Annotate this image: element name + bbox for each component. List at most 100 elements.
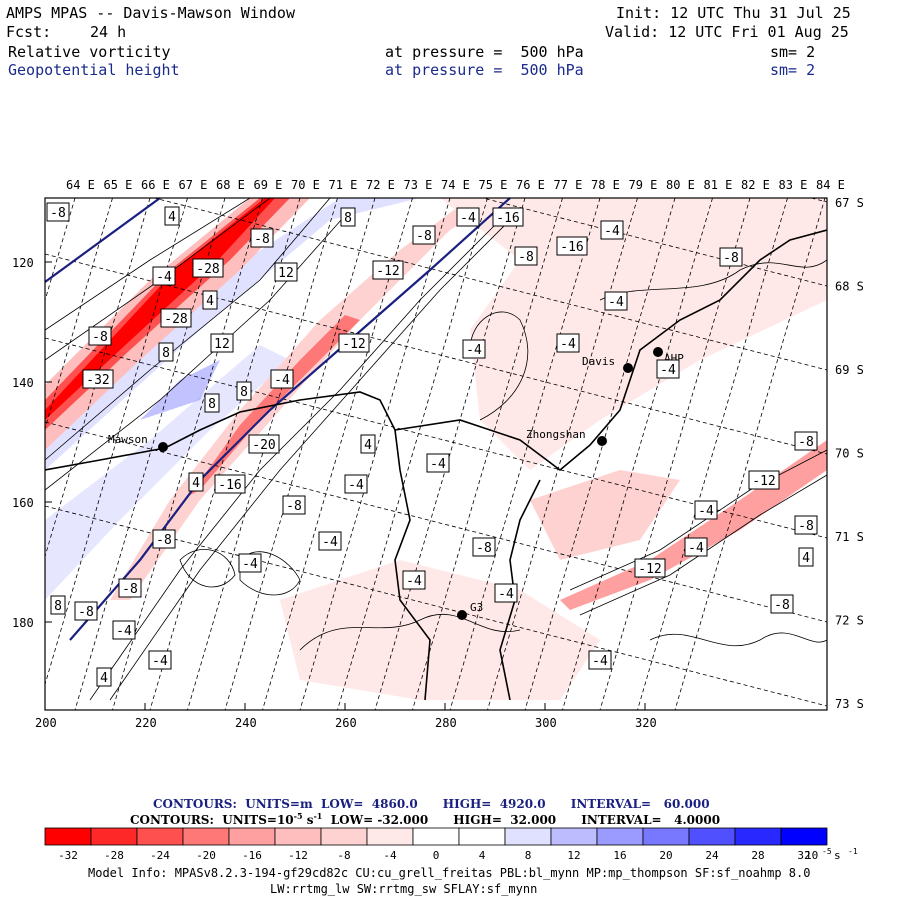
valid-time: Valid: 12 UTC Fri 01 Aug 25 <box>605 23 849 41</box>
longitude-label: 74 E <box>441 178 470 192</box>
contour-label-box <box>238 553 262 573</box>
contour-label: -8 <box>798 519 814 534</box>
height-contour-4860 <box>45 198 161 283</box>
contour-label: -8 <box>122 582 138 597</box>
station-label: Davis <box>582 355 615 368</box>
colorbar-swatch <box>734 827 782 846</box>
contour-label-box <box>514 246 538 266</box>
contour-label-box <box>274 262 298 282</box>
meridian-line <box>187 198 338 710</box>
contour-label-box <box>236 381 252 401</box>
colorbar-swatch <box>320 827 368 846</box>
contour-label: -4 <box>348 478 364 493</box>
contour-label: -4 <box>156 270 172 285</box>
contour-label: -16 <box>496 211 519 226</box>
colorbar-tick-label: 16 <box>613 849 626 862</box>
y-tick-label: 120 <box>12 256 34 270</box>
colorbar-swatch <box>596 827 644 846</box>
contour-label-box <box>338 333 370 353</box>
contour-label: 12 <box>214 337 230 352</box>
station-dot <box>457 610 467 620</box>
contour-label: 8 <box>54 599 62 614</box>
contour-label-box <box>360 434 376 454</box>
field2-name: Geopotential height <box>8 61 180 79</box>
colorbar-units-exponent: -5 <box>822 847 832 856</box>
model-info-line1: Model Info: MPASv8.2.3-194-gf29cd82c CU:… <box>88 866 811 880</box>
meridian-line <box>262 198 413 710</box>
latitude-label: 71 S <box>835 530 864 544</box>
contour-label-box <box>372 260 404 280</box>
parallel-line <box>45 421 827 623</box>
station-label: G3 <box>470 601 483 614</box>
map-axes: 64 E 65 E 66 E 67 E 68 E 69 E 70 E 71 E 72 E 73 E… <box>12 178 864 730</box>
contour-label: 8 <box>344 211 352 226</box>
latitude-label: 67 S <box>835 196 864 210</box>
colorbar-units-exponent-2: -1 <box>848 847 858 856</box>
contour-label: -4 <box>322 535 338 550</box>
x-tick-label: 280 <box>435 716 457 730</box>
vorticity-contour-legend: CONTOURS: UNITS=10-5 s-1 LOW= -32.000 HI… <box>130 811 721 827</box>
contour-label: -12 <box>342 337 365 352</box>
colorbar-tick-label: 20 <box>659 849 672 862</box>
contour-label: 4 <box>192 476 200 491</box>
contour-label-box <box>118 578 142 598</box>
height-contour-legend: CONTOURS: UNITS=m LOW= 4860.0 HIGH= 4920… <box>153 797 710 811</box>
contour-labels: -8 4 8 -4 -16 -8 -8 -4 -8 -16 12 -28 -12 -4 -8 4 -4 -28 12… <box>46 202 818 687</box>
contour-label: -12 <box>638 562 661 577</box>
contour-label-box <box>74 601 98 621</box>
contour-label: -4 <box>604 224 620 239</box>
forecast-label: Fcst: <box>6 23 52 41</box>
contour-label-box <box>192 258 224 278</box>
longitude-label: 67 E <box>179 178 208 192</box>
contour-label: -4 <box>274 373 290 388</box>
contour-label: -8 <box>416 229 432 244</box>
contour-label: 4 <box>364 438 372 453</box>
meridian-line <box>449 198 601 710</box>
contour-label: -4 <box>406 574 422 589</box>
meridian-line <box>599 198 751 710</box>
x-tick-label: 200 <box>35 716 57 730</box>
field2-pressure: at pressure = 500 hPa <box>385 61 584 79</box>
contour-label: -8 <box>254 232 270 247</box>
contour-label: -8 <box>78 605 94 620</box>
contour-label-box <box>160 308 192 328</box>
colorbar-tick-label: 32 <box>797 849 810 862</box>
x-tick-label: 220 <box>135 716 157 730</box>
contour-label-box <box>152 266 176 286</box>
colorbar-swatch <box>458 827 506 846</box>
contour-label-box <box>148 650 172 670</box>
contour-label-box <box>694 500 718 520</box>
longitude-label: 78 E <box>591 178 620 192</box>
colorbar-tick-label: -28 <box>104 849 124 862</box>
longitude-label: 69 E <box>254 178 283 192</box>
contour-label-box <box>50 595 66 615</box>
contour-label-box <box>46 202 70 222</box>
longitude-label: 66 E <box>141 178 170 192</box>
contour-label-box <box>204 393 220 413</box>
contour-label: 4 <box>802 551 810 566</box>
colorbar-tick-label: -16 <box>242 849 262 862</box>
contour-label-box <box>600 220 624 240</box>
contour-label: 12 <box>278 266 294 281</box>
parallel-line <box>809 198 827 203</box>
contour-label-box <box>794 431 818 451</box>
contour-label: -12 <box>752 474 775 489</box>
meridian-line <box>337 198 488 710</box>
longitude-label: 81 E <box>704 178 733 192</box>
y-tick-label: 160 <box>12 496 34 510</box>
coastline <box>45 229 827 701</box>
contour-label: -28 <box>196 262 219 277</box>
longitude-label: 82 E <box>741 178 770 192</box>
contour-label-box <box>426 453 450 473</box>
contour-label: -16 <box>560 240 583 255</box>
contour-label: -8 <box>50 206 66 221</box>
parallel-line <box>152 198 827 371</box>
field1-name: Relative vorticity <box>8 43 171 61</box>
longitude-label: 84 E <box>816 178 845 192</box>
contour-label: -20 <box>252 438 275 453</box>
negative-vorticity-max <box>45 198 275 420</box>
contour-label-box <box>88 326 112 346</box>
contour-label-box <box>164 206 180 226</box>
model-info-line2: LW:rrtmg_lw SW:rrtmg_sw SFLAY:sf_mynn <box>270 882 538 896</box>
